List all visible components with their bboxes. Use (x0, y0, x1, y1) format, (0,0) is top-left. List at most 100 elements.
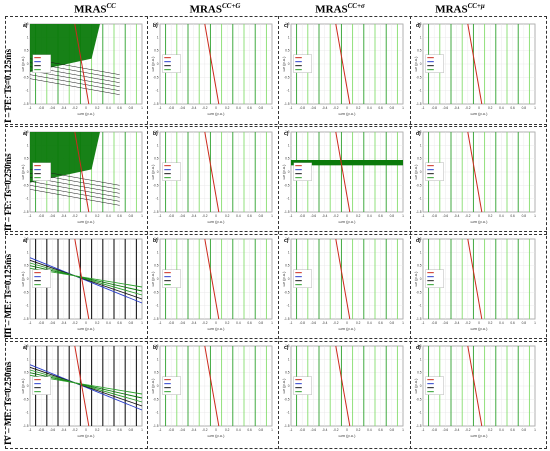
y-tick-label: -0.5 (153, 290, 159, 294)
plot-area: -1 -0.8 -0.6 -0.4 -0.2 0 0.2 0.4 0.6 0.8 1-1.5-1-0… (413, 344, 536, 438)
plot-area: -1 -0.8 -0.6 -0.4 -0.2 0 0.2 0.4 0.6 0.8 1-1.5-1-0… (150, 237, 273, 331)
x-tick-label: -0.6 (180, 428, 186, 432)
legend (293, 376, 312, 395)
x-tick-label: 0.6 (378, 106, 383, 110)
legend (425, 269, 444, 288)
x-tick-label: -0.2 (465, 106, 471, 110)
x-tick-label: -0.2 (202, 321, 208, 325)
trajectory-line (29, 259, 143, 300)
x-tick-label: 0.2 (356, 214, 361, 218)
x-tick-label: -0.8 (431, 428, 437, 432)
x-tick-label: 0.8 (522, 214, 527, 218)
y-tick-label: 0 (288, 384, 290, 388)
panel-letter: b) (153, 345, 158, 351)
x-tick-label: 0.6 (247, 106, 252, 110)
plot-area: -1 -0.8 -0.6 -0.4 -0.2 0 0.2 0.4 0.6 0.8 1-1.5-1-0… (150, 130, 273, 224)
y-tick-label: 0 (27, 62, 29, 66)
legend-box (293, 54, 312, 73)
y-tick-label: 1 (288, 250, 290, 254)
x-tick-label: 0.4 (499, 428, 504, 432)
y-tick-label: -0.5 (416, 183, 422, 187)
legend-box (425, 269, 444, 288)
x-tick-label: 0.4 (367, 214, 372, 218)
x-tick-label: -1 (159, 428, 162, 432)
y-tick-label: 1.5 (285, 237, 290, 241)
y-tick-label: -0.5 (23, 397, 29, 401)
chart-panel-3-b: -1 -0.8 -0.6 -0.4 -0.2 0 0.2 0.4 0.6 0.8 1-1.5-1-0… (150, 237, 273, 331)
legend-box (293, 376, 312, 395)
plot-area: -1 -0.8 -0.6 -0.4 -0.2 0 0.2 0.4 0.6 0.8 1-1.5-1-0… (20, 344, 143, 438)
column-header-sup: CC+μ (467, 2, 485, 10)
y-tick-label: 1.5 (154, 22, 159, 26)
x-tick-label: -0.2 (202, 106, 208, 110)
y-tick-label: 0.5 (285, 157, 290, 161)
column-header-base: MRAS (435, 3, 468, 16)
x-tick-label: -0.2 (465, 428, 471, 432)
y-tick-label: 0 (420, 277, 422, 281)
x-tick-label: -0.2 (202, 428, 208, 432)
y-tick-label: 1.5 (24, 344, 29, 348)
x-axis-label: ωm (p.u.) (471, 219, 489, 224)
legend (32, 376, 51, 395)
x-tick-label: -1 (29, 106, 32, 110)
y-tick-label: -1 (287, 89, 290, 93)
y-tick-label: 0.5 (417, 157, 422, 161)
x-axis-label: ωm (p.u.) (208, 433, 226, 438)
y-tick-label: 0.5 (285, 49, 290, 53)
x-tick-label: -0.4 (61, 428, 67, 432)
y-tick-label: -0.5 (284, 183, 290, 187)
y-tick-label: -0.5 (416, 397, 422, 401)
x-tick-label: -1 (290, 321, 293, 325)
trajectory-line (29, 366, 143, 407)
y-axis-label: ωr (p.u.) (413, 378, 418, 394)
x-tick-label: 0.4 (499, 106, 504, 110)
legend (32, 54, 51, 73)
x-tick-label: 0.2 (225, 428, 230, 432)
y-tick-label: -1 (26, 89, 29, 93)
x-tick-label: -0.6 (180, 321, 186, 325)
x-tick-label: -0.8 (38, 428, 44, 432)
x-tick-label: 1 (141, 106, 143, 110)
x-tick-label: -1 (29, 428, 32, 432)
x-tick-label: 0.4 (236, 106, 241, 110)
x-tick-label: -0.6 (50, 106, 56, 110)
y-tick-label: 0.5 (417, 264, 422, 268)
x-tick-label: 0.8 (259, 428, 264, 432)
trajectory-line (29, 74, 120, 91)
x-tick-label: 0.6 (117, 321, 122, 325)
y-tick-label: -1 (287, 197, 290, 201)
y-tick-label: 1.5 (24, 130, 29, 134)
y-tick-label: 1.5 (417, 344, 422, 348)
y-tick-label: -0.5 (23, 290, 29, 294)
trajectory-line (29, 70, 120, 87)
x-tick-label: 0.4 (106, 428, 111, 432)
x-tick-label: -0.4 (191, 428, 197, 432)
reference-line (335, 23, 351, 105)
x-tick-label: -0.4 (454, 321, 460, 325)
panel-letter: b) (153, 238, 158, 244)
y-tick-label: 1 (288, 357, 290, 361)
legend (293, 54, 312, 73)
panel-letter: a) (23, 345, 28, 351)
chart-panel-1-c: -1 -0.8 -0.6 -0.4 -0.2 0 0.2 0.4 0.6 0.8 1-1.5-1-0… (281, 22, 404, 116)
panel-letter: a) (23, 238, 28, 244)
plot-area: -1 -0.8 -0.6 -0.4 -0.2 0 0.2 0.4 0.6 0.8 1-1.5-1-0… (413, 237, 536, 331)
reference-line (335, 345, 351, 427)
reference-line (467, 345, 483, 427)
y-tick-label: 1 (157, 357, 159, 361)
y-tick-label: -0.5 (416, 75, 422, 79)
plot-area: -1 -0.8 -0.6 -0.4 -0.2 0 0.2 0.4 0.6 0.8 1-1.5-1-0… (20, 237, 143, 331)
x-axis-label: ωm (p.u.) (78, 219, 96, 224)
y-tick-label: 0.5 (154, 264, 159, 268)
panel-letter: d) (416, 131, 421, 137)
row-box-2 (5, 124, 547, 235)
y-tick-label: -1.5 (284, 317, 290, 321)
x-axis-label: ωm (p.u.) (208, 326, 226, 331)
y-tick-label: 1.5 (154, 237, 159, 241)
y-axis-label: ωr (p.u.) (413, 164, 418, 180)
y-tick-label: 1 (27, 143, 29, 147)
y-tick-label: 1.5 (417, 237, 422, 241)
y-tick-label: 1 (420, 357, 422, 361)
x-tick-label: 0.8 (522, 428, 527, 432)
x-tick-label: -0.6 (50, 214, 56, 218)
